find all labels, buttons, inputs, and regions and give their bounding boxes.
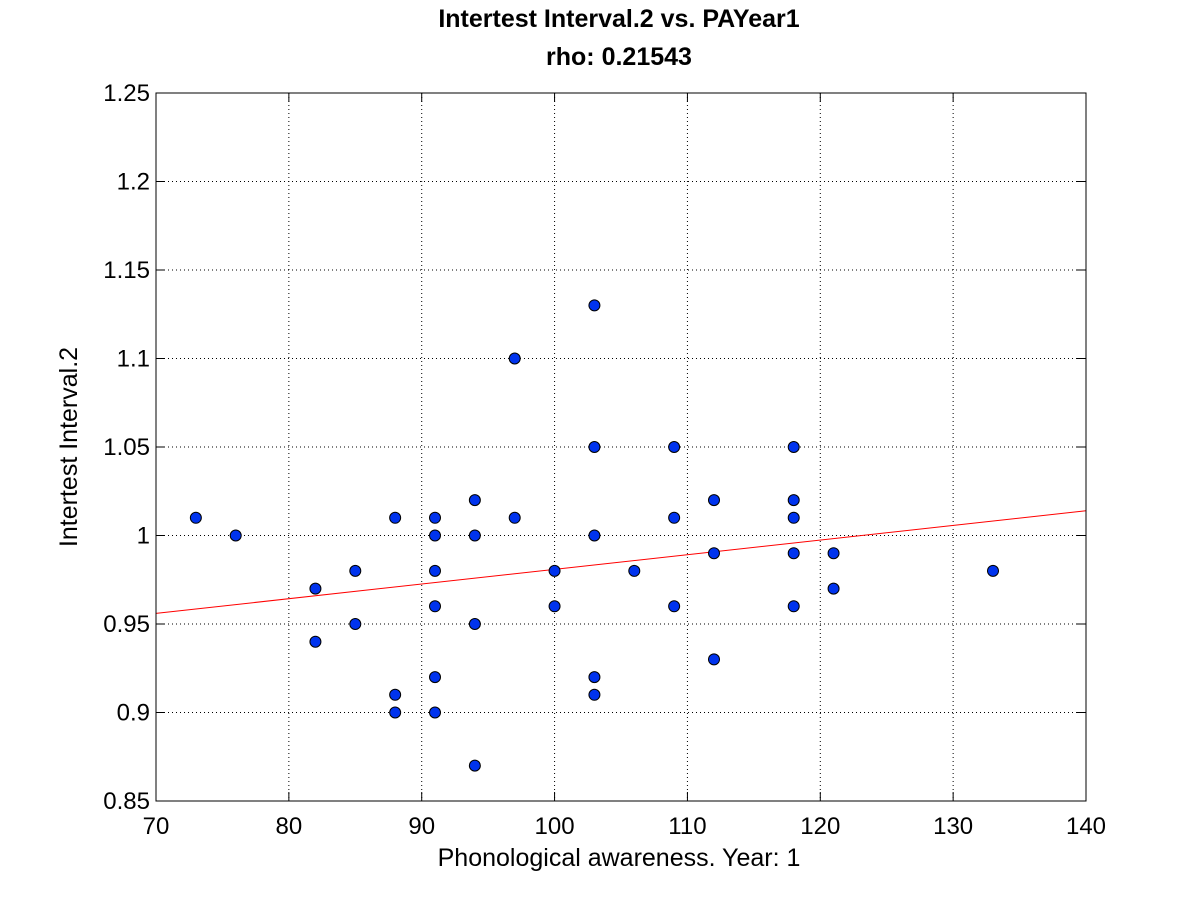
data-point (349, 564, 362, 577)
data-point (508, 352, 521, 365)
data-point (389, 688, 402, 701)
data-point (389, 706, 402, 719)
data-point (588, 688, 601, 701)
x-tick-label: 140 (1066, 813, 1106, 840)
y-tick-label: 1.25 (103, 80, 150, 107)
data-point (468, 759, 481, 772)
y-axis-label: Intertest Interval.2 (55, 347, 83, 547)
x-tick-label: 120 (800, 813, 840, 840)
data-point (429, 511, 441, 524)
fit-line (155, 510, 1087, 614)
data-point (588, 299, 601, 312)
x-tick-label: 70 (143, 813, 170, 840)
data-point (708, 494, 720, 507)
x-tick-label: 110 (668, 813, 706, 840)
data-point (787, 494, 800, 507)
data-point (429, 564, 441, 577)
data-point (708, 547, 720, 560)
data-point (668, 600, 681, 613)
y-tick-label: 1.2 (117, 169, 150, 196)
data-point (588, 529, 601, 542)
y-tick-label: 1 (137, 523, 150, 550)
y-tick-label: 0.85 (103, 788, 150, 815)
data-point (309, 582, 322, 595)
data-point (468, 494, 481, 507)
data-point (588, 441, 601, 453)
data-points (189, 299, 999, 772)
data-point (668, 511, 681, 524)
data-point (429, 529, 441, 542)
data-point (987, 564, 999, 577)
data-point (349, 618, 362, 630)
chart-subtitle: rho: 0.21543 (546, 43, 692, 71)
data-point (429, 671, 441, 684)
x-tick-label: 90 (408, 813, 435, 840)
data-point (588, 671, 601, 684)
data-point (628, 564, 641, 577)
data-point (548, 600, 561, 613)
data-point (668, 441, 681, 453)
grid (156, 93, 1086, 801)
data-point (827, 547, 840, 560)
y-tick-label: 1.1 (117, 346, 150, 373)
data-point (787, 600, 800, 613)
data-point (189, 511, 202, 524)
axis-ticks: 70 80 90 100 110 120 130 140 0.85 0.9 0.95 1 1.05 1.1… (103, 80, 1106, 840)
y-tick-label: 1.15 (103, 257, 150, 284)
data-point (508, 511, 521, 524)
data-point (787, 511, 800, 524)
chart-title: Intertest Interval.2 vs. PAYear1 (438, 5, 799, 33)
y-tick-label: 0.9 (117, 700, 150, 727)
x-axis-label: Phonological awareness. Year: 1 (438, 844, 801, 872)
data-point (708, 653, 720, 666)
x-tick-label: 80 (276, 813, 303, 840)
y-tick-label: 1.05 (103, 434, 150, 461)
data-point (787, 441, 800, 453)
data-point (229, 529, 242, 542)
data-point (468, 618, 481, 630)
data-point (429, 600, 441, 613)
data-point (787, 547, 800, 560)
data-point (468, 529, 481, 542)
x-tick-label: 130 (933, 813, 973, 840)
x-tick-label: 100 (535, 813, 575, 840)
y-tick-label: 0.95 (103, 611, 150, 638)
fit-line-group (155, 510, 1087, 614)
data-point (389, 511, 402, 524)
data-point (548, 564, 561, 577)
data-point (429, 706, 441, 719)
data-point (827, 582, 840, 595)
data-point (309, 635, 322, 648)
